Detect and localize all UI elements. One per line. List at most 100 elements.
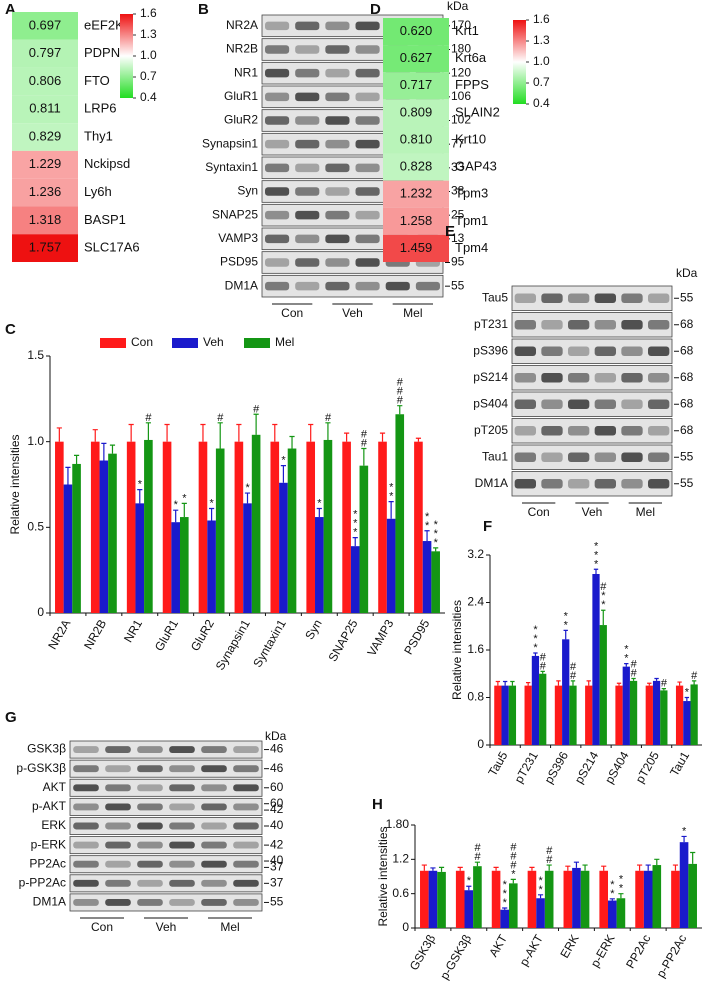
group-label: Mel <box>636 505 655 519</box>
band <box>325 258 350 267</box>
error-bar <box>636 864 643 871</box>
band <box>568 293 590 304</box>
row-label: p-PP2Ac <box>19 876 66 890</box>
cell-value: 1.258 <box>400 213 433 228</box>
error-bar <box>691 680 697 685</box>
panel-label: H <box>372 796 383 813</box>
kda-label: 68 <box>680 317 694 331</box>
row-label: pS404 <box>473 396 508 410</box>
band <box>295 92 320 102</box>
band <box>105 784 131 792</box>
band <box>325 210 350 220</box>
group-label: Con <box>281 306 303 320</box>
row-label: p-AKT <box>32 799 67 813</box>
x-tick-label: pS396 <box>542 749 572 786</box>
row-label: Krt6a <box>455 50 487 65</box>
band <box>568 346 590 357</box>
x-tick-label: GluR2 <box>188 617 217 654</box>
error-bar <box>272 423 278 442</box>
band <box>169 765 195 773</box>
row-label: GluR1 <box>224 89 258 103</box>
heat-cell <box>12 12 78 40</box>
error-bar <box>474 861 481 867</box>
band <box>169 899 195 906</box>
band <box>233 746 259 753</box>
significance-mark: ###* <box>507 841 519 877</box>
band <box>594 452 616 463</box>
error-bar <box>388 501 394 519</box>
y-axis-label: Relative intensities <box>376 826 390 926</box>
band <box>295 45 320 54</box>
row-label: PP2Ac <box>29 856 66 870</box>
band <box>295 139 320 149</box>
band <box>648 372 670 383</box>
row-label: VAMP3 <box>218 231 258 245</box>
bar <box>198 441 208 613</box>
bar <box>643 870 653 928</box>
row-label: pS214 <box>473 370 508 384</box>
kda-label: 42 <box>270 837 284 851</box>
band <box>385 281 410 291</box>
band <box>169 784 195 792</box>
error-bar <box>502 907 508 910</box>
unit-label: kDa <box>447 0 469 13</box>
kda-label: 37 <box>270 876 284 890</box>
band <box>265 210 290 220</box>
kda-label: 46 <box>270 761 284 775</box>
band <box>514 399 536 410</box>
row-label: DM1A <box>475 476 508 490</box>
band <box>355 281 380 291</box>
blot-strip <box>511 285 673 311</box>
bar <box>428 870 438 928</box>
kda-label: 55 <box>680 449 694 463</box>
bar <box>455 870 465 928</box>
significance-mark: * <box>206 497 218 506</box>
kda-label: 33 <box>451 160 465 174</box>
band <box>568 372 590 383</box>
bar <box>531 655 540 745</box>
error-bar <box>684 696 690 702</box>
band <box>137 879 163 887</box>
error-bar <box>56 427 62 442</box>
band <box>265 187 290 196</box>
bar <box>251 434 261 613</box>
band <box>169 822 195 830</box>
significance-mark: ** <box>385 482 397 500</box>
x-tick-label: p-GSK3β <box>437 932 474 982</box>
bar <box>473 866 482 928</box>
bar <box>431 551 440 613</box>
x-tick-label: NR1 <box>121 617 145 645</box>
band <box>621 346 643 357</box>
band <box>514 478 536 489</box>
bar <box>422 541 432 613</box>
error-bar <box>438 866 445 872</box>
band <box>169 860 195 868</box>
cell-value: 0.829 <box>29 128 62 143</box>
cell-value: 0.806 <box>29 73 62 88</box>
band <box>355 21 380 31</box>
kda-label: 180 <box>451 42 471 56</box>
band <box>325 45 350 54</box>
bar <box>500 909 509 928</box>
band <box>73 841 99 849</box>
cell-value: 1.757 <box>29 240 62 255</box>
band <box>295 234 320 244</box>
legend-label: Veh <box>203 335 224 349</box>
group-label: Mel <box>403 306 422 320</box>
kda-label: 40 <box>270 853 284 867</box>
group-label: Con <box>91 920 113 934</box>
error-bar <box>631 677 636 681</box>
significance-mark: ** <box>535 875 547 893</box>
row-label: Krt10 <box>455 131 486 146</box>
blot-strip <box>511 418 673 444</box>
band <box>169 841 195 849</box>
band <box>201 822 227 830</box>
band <box>265 234 290 244</box>
row-label: Nckipsd <box>84 156 130 171</box>
unit-label: kDa <box>676 266 698 280</box>
band <box>355 258 380 267</box>
bar <box>690 684 698 745</box>
band <box>105 822 131 830</box>
band <box>233 899 259 906</box>
band <box>105 860 131 868</box>
